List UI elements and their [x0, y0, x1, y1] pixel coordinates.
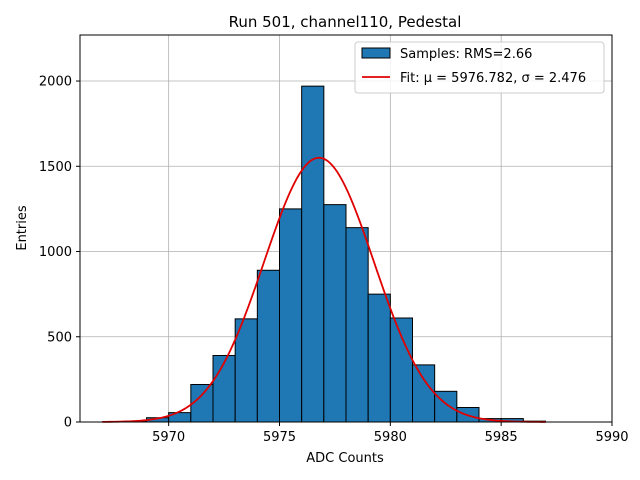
- histogram-bar: [389, 317, 414, 423]
- y-tick-label: 0: [64, 416, 72, 431]
- ticks-layer: 5970 5975 5980 5985 5990 0 500 1000 1500 2000: [39, 75, 629, 445]
- legend: Samples: RMS=2.66 Fit: μ = 5976.782, σ =…: [354, 41, 605, 94]
- plot-frame: [79, 34, 613, 423]
- y-tick-label: 500: [47, 330, 72, 345]
- x-tick-label: 5975: [263, 430, 296, 445]
- histogram-bar: [234, 318, 258, 423]
- y-tick-label: 1000: [39, 245, 72, 260]
- x-tick-label: 5990: [595, 430, 628, 445]
- histogram-bar: [301, 85, 325, 423]
- legend-histogram-swatch: [361, 47, 391, 59]
- histogram-bar: [412, 364, 436, 423]
- y-tick-label: 1500: [39, 160, 72, 175]
- histogram-bar: [345, 227, 369, 423]
- histogram-bars: [123, 85, 546, 423]
- gaussian-fit-curve: [102, 156, 546, 423]
- chart-title: Run 501, channel110, Pedestal: [229, 13, 462, 31]
- legend-histogram-label: Samples: RMS=2.66: [400, 47, 532, 62]
- fit-curve-layer: [102, 156, 546, 423]
- y-tick-label: 2000: [39, 75, 72, 90]
- x-tick-label: 5970: [152, 430, 185, 445]
- x-tick-label: 5980: [374, 430, 407, 445]
- histogram-bar: [323, 204, 347, 423]
- y-axis-label: Entries: [15, 205, 30, 251]
- histogram-bar: [256, 269, 281, 423]
- histogram-bar: [279, 208, 303, 423]
- x-tick-label: 5985: [485, 430, 518, 445]
- histogram-bar: [367, 293, 391, 423]
- x-axis-label: ADC Counts: [306, 451, 384, 466]
- histogram-bar: [212, 355, 236, 423]
- legend-box: [354, 41, 605, 94]
- legend-fit-label: Fit: μ = 5976.782, σ = 2.476: [400, 71, 586, 86]
